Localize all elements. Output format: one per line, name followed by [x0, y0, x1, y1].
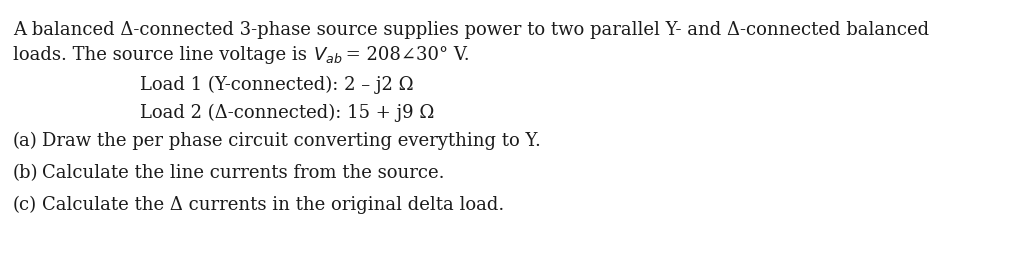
Text: Draw the per phase circuit converting everything to Y.: Draw the per phase circuit converting ev…: [42, 132, 541, 150]
Text: Calculate the line currents from the source.: Calculate the line currents from the sou…: [42, 164, 444, 182]
Text: (b): (b): [13, 164, 39, 182]
Text: = 208∠30° V.: = 208∠30° V.: [340, 46, 470, 64]
Text: (a): (a): [13, 132, 38, 150]
Text: A balanced Δ-connected 3-phase source supplies power to two parallel Y- and Δ-co: A balanced Δ-connected 3-phase source su…: [13, 21, 929, 39]
Text: (c): (c): [13, 196, 37, 214]
Text: Load 1 (Y-connected): 2 – j2 Ω: Load 1 (Y-connected): 2 – j2 Ω: [140, 76, 414, 94]
Text: Calculate the Δ currents in the original delta load.: Calculate the Δ currents in the original…: [42, 196, 504, 214]
Text: loads. The source line voltage is: loads. The source line voltage is: [13, 46, 312, 64]
Text: $V_{ab}$: $V_{ab}$: [312, 45, 342, 65]
Text: Load 2 (Δ-connected): 15 + j9 Ω: Load 2 (Δ-connected): 15 + j9 Ω: [140, 104, 434, 122]
